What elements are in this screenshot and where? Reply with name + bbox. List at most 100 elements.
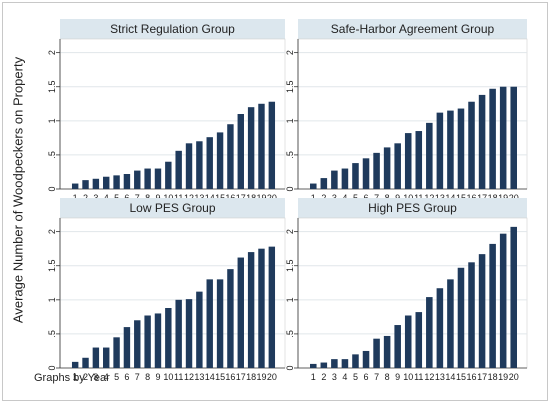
bar [247,107,255,189]
bar [352,163,359,189]
x-tick-label: 11 [174,372,183,382]
y-tick-label: 1 [47,118,57,123]
x-tick-label: 2 [83,372,88,382]
bar [478,254,486,368]
bar [196,141,203,189]
x-tick-label: 17 [477,372,487,382]
x-tick-label: 20 [509,372,519,382]
x-tick-label: 11 [414,372,423,382]
x-tick-label: 15 [215,372,225,382]
bar [237,257,244,368]
bar [341,359,349,368]
panel-4: High PES Group 0.5 1 1.5 2 1 2 3 4 5 6 7 8 9 10 11 12 13 1… [285,198,528,388]
bar [362,350,370,368]
bar [341,168,349,189]
bar [362,158,370,189]
x-tick-label: 1 [311,372,316,382]
x-tick-label: 6 [124,372,129,382]
y-axis-label: Average Number of Woodpeckers on Propert… [10,56,26,324]
bar [320,178,328,189]
bar [227,269,234,368]
x-tick-label: 4 [104,372,109,382]
bar [144,168,151,189]
y-tick-label: .5 [47,330,57,338]
bar [82,180,89,189]
bar [165,161,172,189]
bar [103,347,110,368]
x-tick-label: 7 [135,372,140,382]
panel-3: Low PES Group 0.5 1 1.5 2 1 2 3 4 5 6 7 8 9 10 11 12 13 14… [47,198,286,388]
x-tick-label: 5 [114,372,119,382]
bar [468,262,475,368]
bar [268,246,276,368]
y-tick-label: .5 [285,151,295,159]
bar [134,320,141,368]
bar [258,103,265,189]
panel-2: Safe-Harbor Agreement Group0.511.5212345… [285,19,528,209]
bar [154,313,162,368]
bar [268,101,276,189]
bar [457,108,465,189]
bar [436,288,444,368]
bar [92,347,100,368]
bar [310,363,317,368]
y-tick-label: 1.5 [47,80,57,93]
bar [457,267,465,368]
bar [196,291,203,368]
bar [310,183,317,189]
bar [165,308,172,368]
x-tick-label: 19 [498,372,508,382]
x-tick-label: 18 [246,372,256,382]
panel-1: Strict Regulation Group0.511.52123456789… [47,19,286,209]
bar [206,137,213,189]
graphs-by-note: Graphs by Year [34,372,110,384]
bar [92,178,100,189]
bar [185,143,193,189]
x-tick-label: 10 [403,372,413,382]
bar [237,114,244,189]
bar [510,86,517,189]
bar [113,337,120,368]
x-tick-label: 7 [374,372,379,382]
x-tick-label: 20 [267,372,277,382]
panel-title: Strict Regulation Group [60,19,285,39]
x-tick-label: 3 [332,372,337,382]
bar [144,315,151,368]
bar [415,131,423,189]
y-tick-label: 1.5 [285,80,295,93]
bar [258,248,265,368]
panel-title: Safe-Harbor Agreement Group [298,19,527,39]
bar [331,170,338,189]
bar [373,152,380,189]
x-tick-label: 8 [145,372,150,382]
y-tick-label: 1.5 [285,259,295,272]
x-tick-label: 17 [236,372,246,382]
bar [352,354,359,368]
bar [216,279,224,368]
bar [426,122,433,189]
y-tick-label: 2 [285,50,295,55]
bar [394,143,401,189]
x-tick-label: 16 [467,372,477,382]
x-tick-label: 14 [445,372,455,382]
y-tick-label: 0 [285,186,295,191]
bar [123,174,131,189]
bar [175,150,182,189]
x-tick-label: 6 [364,372,369,382]
x-tick-label: 9 [395,372,400,382]
panel-title: Low PES Group [60,198,285,218]
bar [103,176,110,189]
x-tick-label: 4 [342,372,347,382]
y-tick-label: 0 [285,365,295,370]
x-tick-label: 10 [163,372,173,382]
bar [134,170,141,189]
y-tick-label: 1 [47,297,57,302]
bar [175,299,182,368]
bar [478,94,486,189]
bar [227,124,234,189]
x-tick-label: 12 [424,372,434,382]
